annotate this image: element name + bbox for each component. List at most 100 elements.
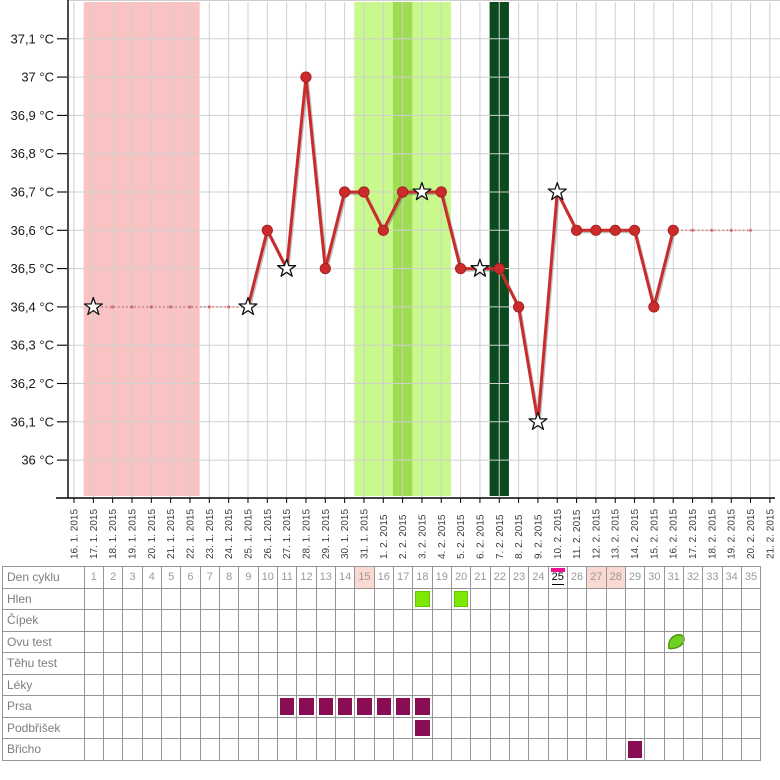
- cell-bricho-day-6[interactable]: [180, 738, 200, 760]
- cell-prsa-day-2[interactable]: [103, 695, 123, 717]
- cell-hlen-day-2[interactable]: [103, 587, 123, 609]
- cell-tehu-test-day-4[interactable]: [141, 652, 161, 674]
- cell-cipek-day-25[interactable]: [547, 609, 567, 631]
- cell-cipek-day-22[interactable]: [489, 609, 509, 631]
- day-cell-19[interactable]: 19: [431, 566, 451, 588]
- cell-hlen-day-31[interactable]: [663, 587, 683, 609]
- cell-leky-day-29[interactable]: [624, 673, 645, 695]
- cell-bricho-day-27[interactable]: [586, 738, 606, 760]
- day-cell-7[interactable]: 7: [199, 566, 219, 588]
- cell-podbrisek-day-12[interactable]: [296, 716, 316, 738]
- cell-tehu-test-day-21[interactable]: [470, 652, 490, 674]
- cell-leky-day-1[interactable]: [83, 673, 104, 695]
- temp-point-day-13[interactable]: [319, 262, 331, 275]
- cell-bricho-day-31[interactable]: [663, 738, 683, 760]
- cell-ovu-test-day-6[interactable]: [180, 630, 200, 652]
- cell-hlen-day-9[interactable]: [238, 587, 258, 609]
- cell-tehu-test-day-12[interactable]: [296, 652, 316, 674]
- cell-cipek-day-35[interactable]: [740, 609, 761, 631]
- day-cell-6[interactable]: 6: [180, 566, 200, 588]
- cell-bricho-day-30[interactable]: [644, 738, 664, 760]
- cell-prsa-day-12[interactable]: [296, 695, 316, 717]
- day-cell-1[interactable]: 1: [83, 566, 104, 588]
- cell-bricho-day-12[interactable]: [296, 738, 316, 760]
- temp-star-marker-day-9[interactable]: [238, 296, 258, 316]
- cell-bricho-day-4[interactable]: [141, 738, 161, 760]
- day-cell-14[interactable]: 14: [334, 566, 355, 588]
- cell-ovu-test-day-11[interactable]: [276, 630, 297, 652]
- cell-cipek-day-11[interactable]: [276, 609, 297, 631]
- cell-ovu-test-day-7[interactable]: [199, 630, 219, 652]
- cell-prsa-day-1[interactable]: [83, 695, 104, 717]
- cell-hlen-day-7[interactable]: [199, 587, 219, 609]
- cell-ovu-test-day-12[interactable]: [296, 630, 316, 652]
- cell-tehu-test-day-8[interactable]: [218, 652, 239, 674]
- cell-bricho-day-19[interactable]: [431, 738, 451, 760]
- cell-bricho-day-23[interactable]: [508, 738, 529, 760]
- cell-tehu-test-day-2[interactable]: [103, 652, 123, 674]
- cell-ovu-test-day-31[interactable]: [663, 630, 685, 652]
- cell-hlen-day-34[interactable]: [721, 587, 741, 609]
- cell-tehu-test-day-1[interactable]: [83, 652, 104, 674]
- cell-podbrisek-day-28[interactable]: [605, 716, 625, 738]
- cell-leky-day-34[interactable]: [721, 673, 741, 695]
- temp-point-day-20[interactable]: [454, 262, 467, 275]
- cell-prsa-day-23[interactable]: [508, 695, 529, 717]
- cell-bricho-day-32[interactable]: [682, 738, 703, 760]
- day-cell-32[interactable]: 32: [682, 566, 703, 588]
- cell-ovu-test-day-34[interactable]: [721, 630, 741, 652]
- cell-bricho-day-28[interactable]: [605, 738, 625, 760]
- temp-point-day-16[interactable]: [377, 224, 389, 236]
- temp-point-day-15[interactable]: [358, 186, 370, 198]
- day-cell-29[interactable]: 29: [624, 566, 645, 588]
- cell-cipek-day-5[interactable]: [161, 609, 181, 631]
- cell-podbrisek-day-25[interactable]: [547, 716, 567, 738]
- cell-leky-day-7[interactable]: [199, 673, 219, 695]
- cell-hlen-day-21[interactable]: [470, 587, 490, 609]
- cell-bricho-day-22[interactable]: [489, 738, 509, 760]
- cell-ovu-test-day-13[interactable]: [315, 630, 335, 652]
- cell-cipek-day-18[interactable]: [412, 609, 432, 631]
- cell-bricho-day-34[interactable]: [721, 738, 741, 760]
- cell-leky-day-6[interactable]: [180, 673, 200, 695]
- cell-leky-day-8[interactable]: [218, 673, 239, 695]
- temp-point-day-23[interactable]: [512, 301, 525, 313]
- cell-leky-day-24[interactable]: [528, 673, 548, 695]
- day-cell-10[interactable]: 10: [257, 566, 277, 588]
- cell-bricho-day-13[interactable]: [315, 738, 335, 760]
- cell-leky-day-2[interactable]: [103, 673, 123, 695]
- cell-leky-day-25[interactable]: [547, 673, 567, 695]
- cell-leky-day-5[interactable]: [161, 673, 181, 695]
- cell-hlen-day-13[interactable]: [315, 587, 335, 609]
- cell-podbrisek-day-22[interactable]: [489, 716, 509, 738]
- temp-point-day-28[interactable]: [609, 224, 621, 236]
- cell-bricho-day-17[interactable]: [392, 738, 413, 760]
- temp-point-day-27[interactable]: [590, 224, 602, 236]
- cell-bricho-day-14[interactable]: [334, 738, 355, 760]
- cell-tehu-test-day-20[interactable]: [450, 652, 471, 674]
- cell-hlen-day-27[interactable]: [586, 587, 606, 609]
- cell-prsa-day-26[interactable]: [566, 695, 587, 717]
- cell-leky-day-35[interactable]: [740, 673, 761, 695]
- cell-ovu-test-day-15[interactable]: [354, 630, 374, 652]
- cell-prsa-day-32[interactable]: [682, 695, 703, 717]
- cell-cipek-day-4[interactable]: [141, 609, 161, 631]
- cell-podbrisek-day-32[interactable]: [682, 716, 703, 738]
- cell-tehu-test-day-3[interactable]: [122, 652, 142, 674]
- cell-prsa-day-16[interactable]: [373, 695, 393, 717]
- cell-ovu-test-day-16[interactable]: [373, 630, 393, 652]
- cell-leky-day-28[interactable]: [605, 673, 625, 695]
- cell-bricho-day-33[interactable]: [702, 738, 722, 760]
- temp-star-marker-day-24[interactable]: [528, 411, 548, 431]
- cell-prsa-day-13[interactable]: [315, 695, 335, 717]
- cell-ovu-test-day-17[interactable]: [392, 630, 413, 652]
- cell-podbrisek-day-29[interactable]: [624, 716, 645, 738]
- cell-tehu-test-day-10[interactable]: [257, 652, 277, 674]
- cell-ovu-test-day-25[interactable]: [547, 630, 567, 652]
- cell-hlen-day-11[interactable]: [276, 587, 297, 609]
- cell-cipek-day-26[interactable]: [566, 609, 587, 631]
- temp-point-day-10[interactable]: [261, 224, 273, 236]
- cell-podbrisek-day-10[interactable]: [257, 716, 277, 738]
- cell-hlen-day-26[interactable]: [566, 587, 587, 609]
- cell-cipek-day-33[interactable]: [702, 609, 722, 631]
